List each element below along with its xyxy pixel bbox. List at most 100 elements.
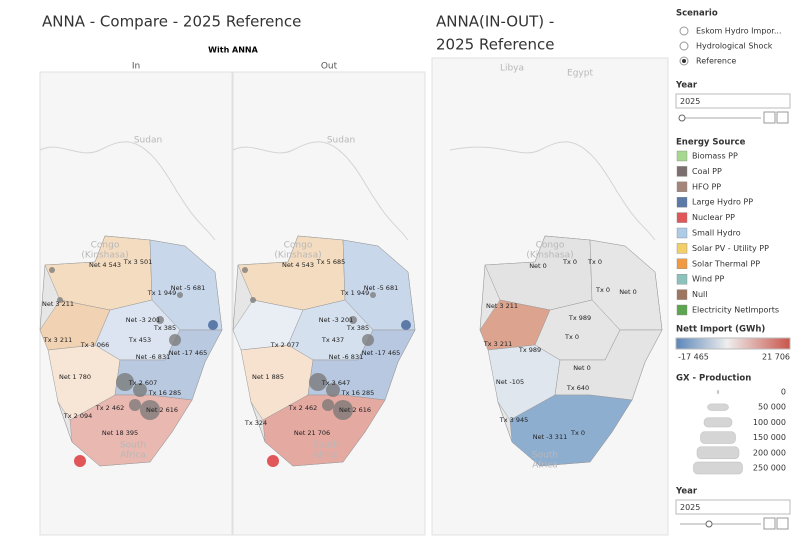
country <box>509 394 633 467</box>
legend-label[interactable]: Wind PP <box>692 275 724 284</box>
map-label: Tx 5 685 <box>316 258 346 266</box>
legend-swatch[interactable] <box>676 166 688 177</box>
map-label: Tx 2 462 <box>95 404 125 412</box>
slider-handle[interactable] <box>678 114 686 122</box>
slider-handle[interactable] <box>705 520 713 528</box>
legend-swatch[interactable] <box>676 289 688 300</box>
legend-swatch[interactable] <box>676 150 688 162</box>
map-label: Tx 3 945 <box>499 416 529 424</box>
plant <box>370 292 376 298</box>
map-label: Tx 437 <box>321 336 344 344</box>
map-label: Net -3 311 <box>533 433 567 441</box>
base-label: Sudan <box>327 136 355 146</box>
map-label: Net 1 780 <box>59 373 91 381</box>
map-label: Tx 989 <box>518 346 541 354</box>
legend-label[interactable]: Null <box>692 290 708 299</box>
legend-label[interactable]: Large Hydro PP <box>692 198 753 207</box>
map-label: Tx 1 949 <box>147 289 177 297</box>
plant <box>74 455 86 467</box>
base-label: Africa <box>313 451 339 461</box>
base-label: Africa <box>120 451 146 461</box>
legend-label[interactable]: HFO PP <box>692 182 721 191</box>
size-swatch <box>696 446 740 460</box>
title: 2025 Reference <box>436 36 554 54</box>
map-label: Tx 0 <box>587 258 602 266</box>
map-label: Net 2 616 <box>339 406 371 414</box>
legend-swatch[interactable] <box>676 196 688 208</box>
year-input[interactable] <box>675 93 791 109</box>
step-button[interactable] <box>776 517 789 530</box>
ramp-min: -17 465 <box>678 353 709 362</box>
plant <box>333 400 353 420</box>
size-label: 100 000 <box>753 418 786 427</box>
year-value: 2025 <box>680 503 700 512</box>
base-label: South <box>313 441 339 451</box>
step-button[interactable] <box>763 111 776 124</box>
legend-swatch[interactable] <box>676 227 688 239</box>
plant <box>129 399 141 411</box>
map-label: Net -6 831 <box>329 353 363 361</box>
map-label: Net 4 543 <box>89 261 121 269</box>
legend-swatch[interactable] <box>676 304 688 316</box>
radio-label[interactable]: Eskom Hydro Impor... <box>696 27 782 36</box>
plant <box>326 383 340 397</box>
legend-label[interactable]: Coal PP <box>692 167 722 176</box>
base-label: (Kinshasa) <box>274 251 321 261</box>
size-swatch <box>716 389 720 395</box>
size-swatch <box>703 417 733 428</box>
base-label: South <box>120 441 146 451</box>
legend-swatch[interactable] <box>676 258 688 269</box>
plant <box>401 320 411 330</box>
base-label: Libya <box>500 64 524 74</box>
base-label: Congo <box>284 241 313 251</box>
plant <box>362 334 374 346</box>
radio[interactable] <box>679 26 689 36</box>
map-label: Tx 3 066 <box>80 341 110 349</box>
plant <box>177 292 183 298</box>
radio-label[interactable]: Hydrological Shock <box>696 42 773 51</box>
size-label: 200 000 <box>753 448 786 457</box>
legend-swatch[interactable] <box>676 212 688 223</box>
radio-label[interactable]: Reference <box>696 57 736 66</box>
base-label: Africa <box>532 461 558 471</box>
plant <box>49 267 55 273</box>
coastline <box>449 141 656 241</box>
map-label: Net 1 885 <box>252 373 284 381</box>
legend-label[interactable]: Solar Thermal PP <box>692 259 760 268</box>
year-value: 2025 <box>680 97 700 106</box>
filter-title: Scenario <box>676 9 718 19</box>
filter-title: Year <box>675 487 698 497</box>
map-label: Net -6 831 <box>136 353 170 361</box>
coastline <box>232 141 409 241</box>
legend-swatch[interactable] <box>676 243 688 254</box>
filter-title: Year <box>675 81 698 91</box>
legend-label[interactable]: Biomass PP <box>692 152 738 161</box>
map-label: Net -17 465 <box>169 349 208 357</box>
year-input[interactable] <box>675 499 791 515</box>
legend-label[interactable]: Small Hydro <box>692 229 741 238</box>
size-label: 150 000 <box>753 433 786 442</box>
legend-label[interactable]: Electricity NetImports <box>692 306 779 315</box>
legend-label[interactable]: Nuclear PP <box>692 213 735 222</box>
size-label: 0 <box>781 388 786 397</box>
step-button[interactable] <box>763 517 776 530</box>
ramp-max: 21 706 <box>762 353 790 362</box>
legend-label[interactable]: Solar PV - Utility PP <box>692 244 769 253</box>
plant <box>322 399 334 411</box>
legend-swatch[interactable] <box>676 274 688 285</box>
map-label: Tx 989 <box>568 314 591 322</box>
radio[interactable] <box>679 41 689 51</box>
step-button[interactable] <box>776 111 789 124</box>
color-ramp <box>675 337 791 350</box>
map-label: Tx 3 211 <box>483 340 513 348</box>
legend-swatch[interactable] <box>676 181 688 193</box>
map-label: Tx 453 <box>128 336 151 344</box>
map-label: Tx 385 <box>153 324 176 332</box>
plant <box>349 316 357 324</box>
size-swatch <box>707 403 729 411</box>
map-label: Tx 2 462 <box>288 404 318 412</box>
map-label: Net 3 211 <box>486 302 518 310</box>
